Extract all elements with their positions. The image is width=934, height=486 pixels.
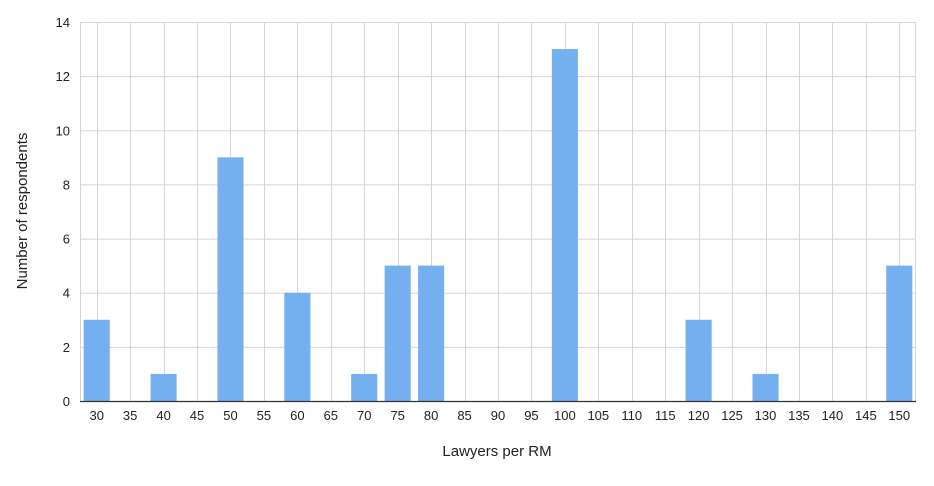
x-tick-label: 35 <box>123 408 137 423</box>
x-tick-label: 40 <box>156 408 170 423</box>
y-tick-label: 8 <box>63 177 70 192</box>
x-tick-label: 130 <box>755 408 777 423</box>
x-tick-label: 90 <box>491 408 505 423</box>
x-tick-label: 100 <box>554 408 576 423</box>
gridlines <box>80 22 916 401</box>
bar <box>217 157 244 401</box>
bar <box>886 265 913 401</box>
x-tick-label: 60 <box>290 408 304 423</box>
y-tick-label: 2 <box>63 340 70 355</box>
y-tick-label: 6 <box>63 232 70 247</box>
x-tick-label: 110 <box>621 408 642 423</box>
x-tick-label: 80 <box>424 408 438 423</box>
bar <box>150 373 177 401</box>
x-tick-label: 30 <box>89 408 103 423</box>
x-tick-label: 115 <box>655 408 676 423</box>
y-tick-labels: 0 2 4 6 8 10 12 14 <box>56 15 70 409</box>
x-tick-label: 150 <box>888 408 910 423</box>
x-tick-label: 120 <box>688 408 710 423</box>
bar <box>83 319 110 401</box>
x-tick-label: 140 <box>822 408 844 423</box>
y-tick-label: 14 <box>56 15 70 30</box>
y-tick-label: 0 <box>63 394 70 409</box>
bar <box>418 265 445 401</box>
bar <box>685 319 712 401</box>
bar <box>284 292 311 401</box>
y-tick-label: 4 <box>63 286 70 301</box>
bar <box>752 373 779 401</box>
x-axis-title: Lawyers per RM <box>442 443 551 460</box>
y-tick-label: 12 <box>56 69 70 84</box>
x-tick-label: 50 <box>223 408 237 423</box>
x-tick-label: 55 <box>257 408 271 423</box>
x-tick-label: 95 <box>524 408 538 423</box>
x-tick-label: 145 <box>855 408 877 423</box>
x-tick-label: 135 <box>788 408 810 423</box>
x-tick-label: 105 <box>587 408 609 423</box>
x-tick-labels: 30 35 40 45 50 55 60 65 70 75 80 85 90 95 100 105 110 115… <box>89 408 910 423</box>
x-tick-label: 70 <box>357 408 371 423</box>
x-tick-label: 85 <box>457 408 471 423</box>
x-tick-label: 65 <box>324 408 338 423</box>
bar <box>351 373 378 401</box>
bar <box>551 49 578 401</box>
bar <box>384 265 411 401</box>
x-tick-label: 45 <box>190 408 204 423</box>
bars <box>83 49 913 401</box>
y-axis-title: Number of respondents <box>14 133 31 290</box>
x-tick-label: 75 <box>390 408 404 423</box>
y-tick-label: 10 <box>56 123 70 138</box>
x-tick-label: 125 <box>721 408 743 423</box>
